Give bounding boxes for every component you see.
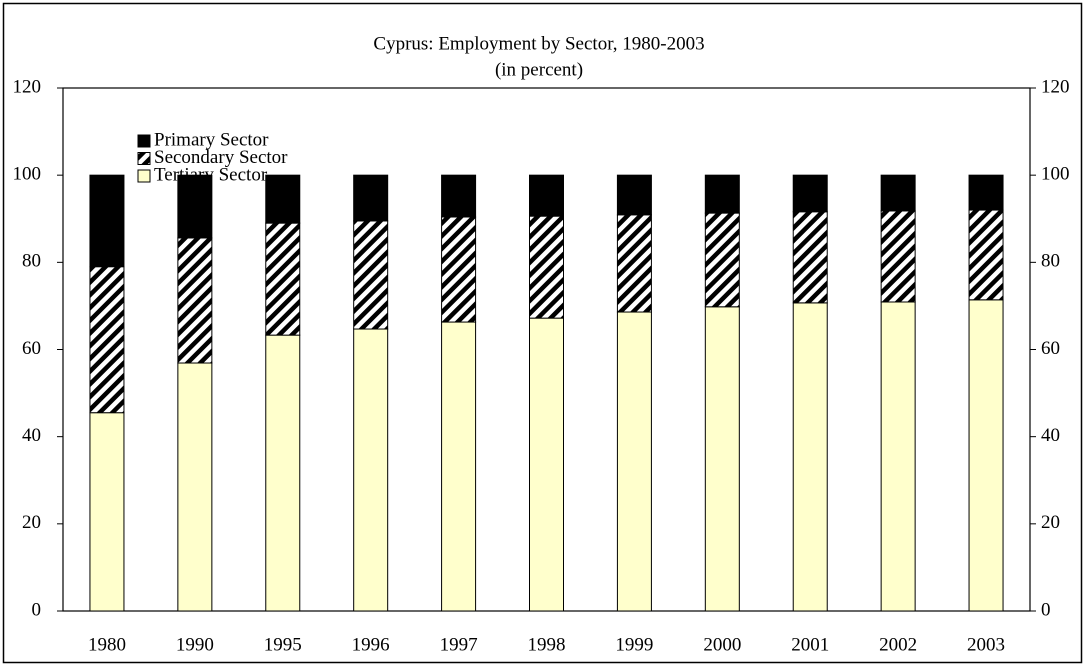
bar-segment bbox=[880, 210, 916, 303]
y-tick-label: 120 bbox=[13, 76, 42, 97]
bar-segment bbox=[265, 174, 301, 224]
bar-segment bbox=[968, 174, 1004, 211]
chart-title: Cyprus: Employment by Sector, 1980-2003 bbox=[373, 33, 704, 54]
legend-swatch bbox=[137, 169, 151, 183]
y-tick-label: 100 bbox=[13, 164, 42, 185]
bar-segment bbox=[441, 321, 477, 612]
y2-tick-label: 60 bbox=[1041, 338, 1060, 359]
bar-segment bbox=[441, 216, 477, 323]
chart-subtitle: (in percent) bbox=[495, 59, 583, 80]
y2-tick-label: 40 bbox=[1041, 425, 1060, 446]
x-tick-label: 2003 bbox=[967, 634, 1005, 655]
bar-segment bbox=[265, 222, 301, 336]
x-tick-label: 2002 bbox=[879, 634, 917, 655]
y-tick-label: 40 bbox=[22, 425, 41, 446]
bar-segment bbox=[880, 174, 916, 212]
y2-tick-label: 80 bbox=[1041, 251, 1060, 272]
x-tick-label: 1998 bbox=[528, 634, 566, 655]
y2-tick-label: 120 bbox=[1041, 76, 1070, 97]
bar-segment bbox=[792, 211, 828, 304]
bar-segment bbox=[265, 334, 301, 612]
bar-segment bbox=[529, 174, 564, 217]
bar-segment bbox=[353, 174, 389, 222]
bar-segment bbox=[616, 174, 652, 216]
y-tick-label: 0 bbox=[32, 599, 42, 620]
bar-segment bbox=[177, 174, 213, 239]
bar-segment bbox=[792, 302, 828, 612]
bar-segment bbox=[529, 317, 564, 612]
bar-segment bbox=[441, 174, 477, 218]
x-tick-label: 1990 bbox=[176, 634, 214, 655]
x-tick-label: 2001 bbox=[791, 634, 829, 655]
bar-segment bbox=[177, 362, 213, 612]
bar-segment bbox=[968, 299, 1004, 612]
bar-segment bbox=[704, 174, 740, 214]
y2-tick-label: 20 bbox=[1041, 512, 1060, 533]
bar-segment bbox=[89, 412, 125, 612]
bar-segment bbox=[616, 214, 652, 313]
bar-segment bbox=[89, 174, 125, 268]
bar-segment bbox=[177, 237, 213, 364]
bar-segment bbox=[353, 220, 389, 330]
x-tick-label: 1980 bbox=[88, 634, 126, 655]
legend-swatch bbox=[137, 134, 151, 148]
bar-segment bbox=[968, 209, 1004, 301]
y2-tick-label: 100 bbox=[1041, 164, 1070, 185]
x-tick-label: 1999 bbox=[615, 634, 653, 655]
legend-label: Primary Sector bbox=[154, 129, 269, 150]
bar-segment bbox=[616, 311, 652, 612]
y-tick-label: 60 bbox=[22, 338, 41, 359]
legend-swatch bbox=[137, 152, 151, 165]
bar-segment bbox=[704, 212, 740, 308]
bar-segment bbox=[880, 301, 916, 612]
x-tick-label: 1997 bbox=[440, 634, 478, 655]
legend-label: Tertiary Sector bbox=[154, 164, 268, 185]
bar-segment bbox=[89, 266, 125, 414]
bar-segment bbox=[529, 215, 564, 319]
bar-segment bbox=[792, 174, 828, 213]
bar-segment bbox=[353, 328, 389, 612]
y-tick-label: 20 bbox=[22, 512, 41, 533]
y-tick-label: 80 bbox=[22, 251, 41, 272]
bar-segment bbox=[704, 306, 740, 612]
legend-label: Secondary Sector bbox=[154, 147, 288, 168]
x-tick-label: 1995 bbox=[264, 634, 302, 655]
x-tick-label: 2000 bbox=[703, 634, 741, 655]
y2-tick-label: 0 bbox=[1041, 599, 1051, 620]
x-tick-label: 1996 bbox=[352, 634, 390, 655]
